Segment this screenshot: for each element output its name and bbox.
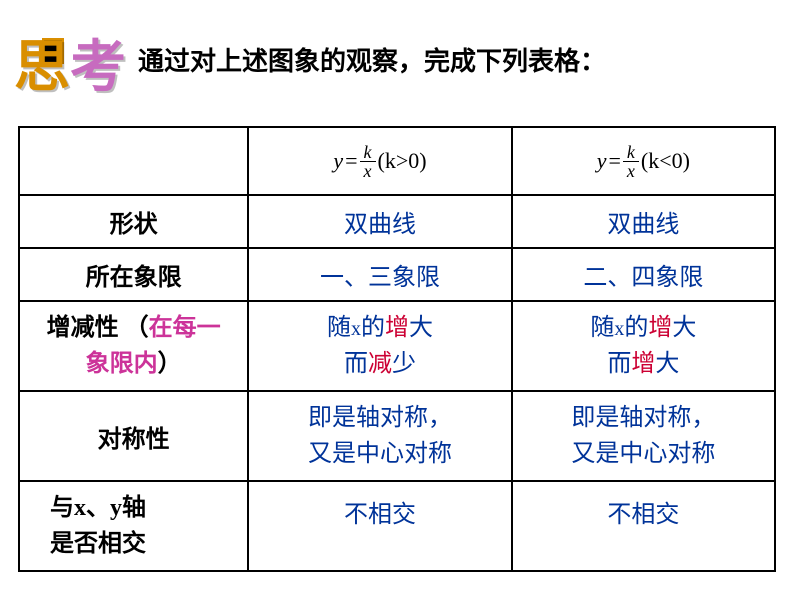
header-empty-cell — [19, 127, 248, 195]
header-formula-cell-2: y = k x (k<0) — [512, 127, 775, 195]
row-quadrant: 所在象限 一、三象限 二、四象限 — [19, 248, 775, 301]
row-intersect: 与x、y轴 是否相交 不相交 不相交 — [19, 481, 775, 571]
header-formula-cell-1: y = k x (k>0) — [248, 127, 511, 195]
shape-c1: 双曲线 — [248, 195, 511, 248]
intersect-c1: 不相交 — [248, 481, 511, 571]
think-badge: 思 考 — [20, 28, 130, 90]
shape-c2: 双曲线 — [512, 195, 775, 248]
header-title: 通过对上述图象的观察，完成下列表格： — [138, 41, 606, 78]
row-shape: 形状 双曲线 双曲线 — [19, 195, 775, 248]
formula-k-negative: y = k x (k<0) — [597, 143, 690, 180]
row-monotone: 增减性 （在每一 象限内） 随x的增大 而减少 随x的增大 而增大 — [19, 301, 775, 391]
label-symmetry: 对称性 — [19, 391, 248, 481]
intersect-c2: 不相交 — [512, 481, 775, 571]
properties-table-wrap: y = k x (k>0) y = k x (k<0) 形状 双曲 — [18, 126, 776, 572]
quadrant-c1: 一、三象限 — [248, 248, 511, 301]
slide-header: 思 考 通过对上述图象的观察，完成下列表格： — [20, 28, 606, 90]
quadrant-c2: 二、四象限 — [512, 248, 775, 301]
label-shape: 形状 — [19, 195, 248, 248]
formula-k-positive: y = k x (k>0) — [333, 143, 426, 180]
badge-char-left: 思 — [14, 22, 70, 103]
monotone-c2: 随x的增大 而增大 — [512, 301, 775, 391]
symmetry-c2: 即是轴对称， 又是中心对称 — [512, 391, 775, 481]
row-symmetry: 对称性 即是轴对称， 又是中心对称 即是轴对称， 又是中心对称 — [19, 391, 775, 481]
symmetry-c1: 即是轴对称， 又是中心对称 — [248, 391, 511, 481]
label-intersect: 与x、y轴 是否相交 — [19, 481, 248, 571]
badge-char-right: 考 — [70, 22, 126, 103]
label-monotone: 增减性 （在每一 象限内） — [19, 301, 248, 391]
table-header-row: y = k x (k>0) y = k x (k<0) — [19, 127, 775, 195]
properties-table: y = k x (k>0) y = k x (k<0) 形状 双曲 — [18, 126, 776, 572]
label-quadrant: 所在象限 — [19, 248, 248, 301]
monotone-c1: 随x的增大 而减少 — [248, 301, 511, 391]
